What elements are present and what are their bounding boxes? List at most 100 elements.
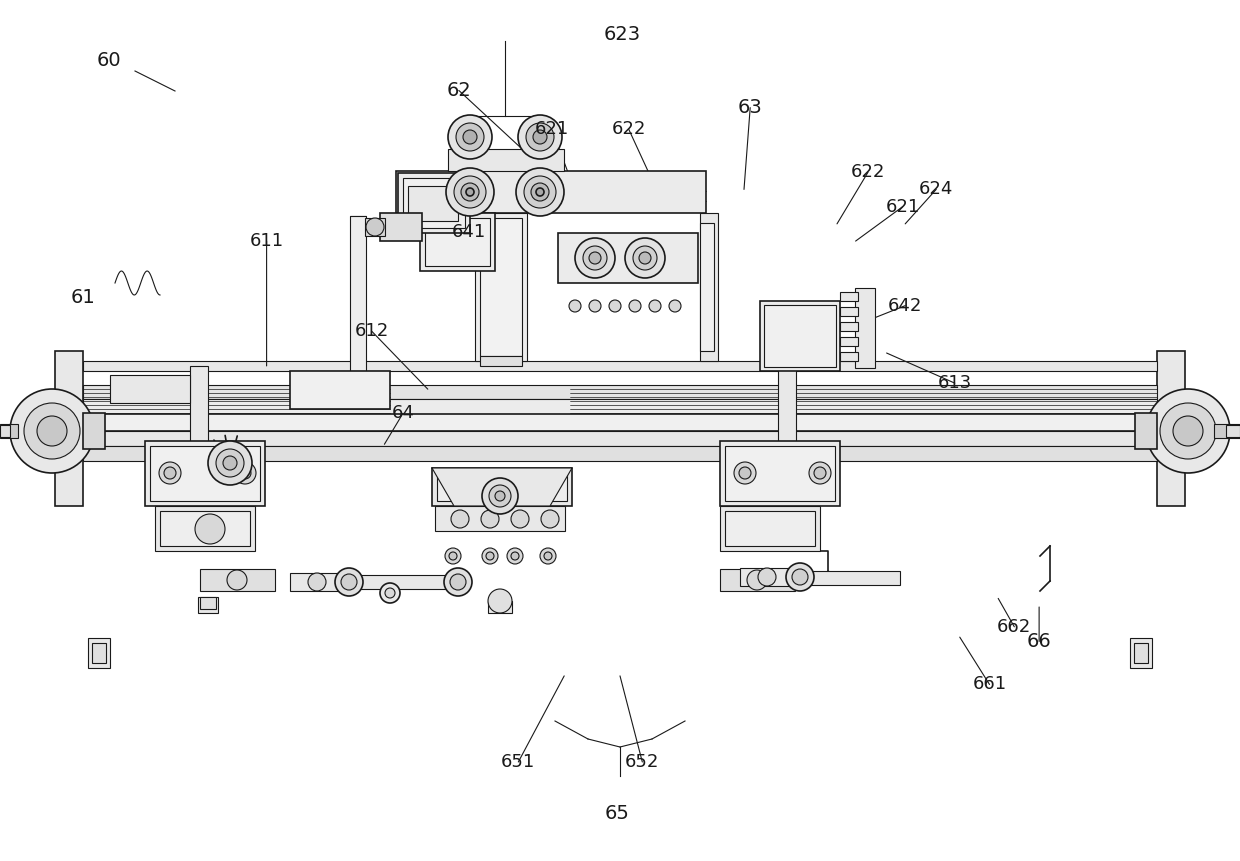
Bar	[290, 573, 345, 591]
Bar	[1135, 643, 1148, 663]
Circle shape	[525, 176, 556, 208]
Circle shape	[792, 569, 808, 585]
Bar	[701, 223, 714, 351]
Circle shape	[461, 183, 479, 201]
Bar	[88, 638, 110, 668]
Circle shape	[541, 510, 559, 528]
Bar	[856, 288, 875, 368]
Text: 662: 662	[997, 618, 1032, 635]
Text: 642: 642	[888, 297, 923, 314]
Circle shape	[632, 246, 657, 270]
Bar	[489, 601, 512, 613]
Bar	[839, 292, 858, 301]
Bar	[92, 643, 105, 663]
Bar	[83, 399, 1157, 414]
Bar	[379, 213, 422, 241]
Circle shape	[216, 449, 244, 477]
Circle shape	[629, 300, 641, 312]
Circle shape	[583, 246, 608, 270]
Bar	[810, 571, 900, 585]
Bar	[558, 233, 698, 283]
Bar	[0, 426, 52, 435]
Bar	[290, 371, 391, 409]
Circle shape	[1173, 416, 1203, 446]
Text: 66: 66	[1027, 632, 1052, 651]
Circle shape	[308, 573, 326, 591]
Bar	[398, 173, 470, 233]
Text: 624: 624	[919, 181, 954, 198]
Circle shape	[463, 130, 477, 144]
Circle shape	[482, 478, 518, 514]
Circle shape	[495, 491, 505, 501]
Bar	[350, 216, 366, 371]
Bar	[83, 446, 1157, 461]
Circle shape	[670, 300, 681, 312]
Bar	[725, 511, 815, 546]
Text: 622: 622	[851, 164, 885, 181]
Bar	[725, 446, 835, 501]
Circle shape	[466, 188, 474, 196]
Circle shape	[649, 300, 661, 312]
Bar	[396, 171, 706, 213]
Bar	[701, 213, 718, 361]
Bar	[145, 441, 265, 506]
Circle shape	[341, 574, 357, 590]
Circle shape	[489, 485, 511, 507]
Bar	[200, 569, 275, 591]
Circle shape	[208, 441, 252, 485]
Circle shape	[589, 252, 601, 264]
Circle shape	[786, 563, 813, 591]
Text: 612: 612	[355, 323, 389, 340]
Text: 62: 62	[446, 81, 471, 100]
Bar	[425, 218, 490, 266]
Circle shape	[808, 462, 831, 484]
Circle shape	[739, 467, 751, 479]
Bar	[1188, 426, 1240, 435]
Bar	[432, 468, 572, 506]
Bar	[150, 446, 260, 501]
Circle shape	[734, 462, 756, 484]
Bar	[83, 431, 1157, 446]
Circle shape	[758, 568, 776, 586]
Bar	[475, 213, 527, 361]
Bar	[480, 356, 522, 366]
Circle shape	[531, 183, 549, 201]
Bar	[365, 218, 384, 236]
Bar	[83, 413, 105, 449]
Bar	[200, 597, 216, 609]
Circle shape	[454, 176, 486, 208]
Circle shape	[450, 574, 466, 590]
Text: 63: 63	[738, 98, 763, 117]
Bar	[403, 178, 465, 228]
Circle shape	[195, 514, 224, 544]
Circle shape	[536, 188, 544, 196]
Bar	[55, 351, 83, 506]
Bar	[360, 575, 450, 589]
Circle shape	[223, 456, 237, 470]
Circle shape	[446, 168, 494, 216]
Text: 621: 621	[885, 198, 920, 215]
Text: 611: 611	[249, 232, 284, 250]
Circle shape	[516, 168, 564, 216]
Text: 652: 652	[625, 753, 660, 771]
Text: 613: 613	[937, 375, 972, 392]
Bar	[420, 213, 495, 271]
Circle shape	[227, 570, 247, 590]
Circle shape	[449, 552, 458, 560]
Circle shape	[234, 462, 255, 484]
Circle shape	[609, 300, 621, 312]
Text: 65: 65	[605, 804, 630, 823]
Circle shape	[481, 510, 498, 528]
Bar	[720, 441, 839, 506]
Circle shape	[159, 462, 181, 484]
Circle shape	[24, 403, 81, 459]
Circle shape	[37, 416, 67, 446]
Circle shape	[444, 568, 472, 596]
Bar	[839, 337, 858, 346]
Bar	[1130, 638, 1152, 668]
Circle shape	[335, 568, 363, 596]
Text: 64: 64	[392, 405, 414, 422]
Text: 61: 61	[71, 288, 95, 307]
Circle shape	[451, 510, 469, 528]
Bar	[480, 218, 522, 356]
